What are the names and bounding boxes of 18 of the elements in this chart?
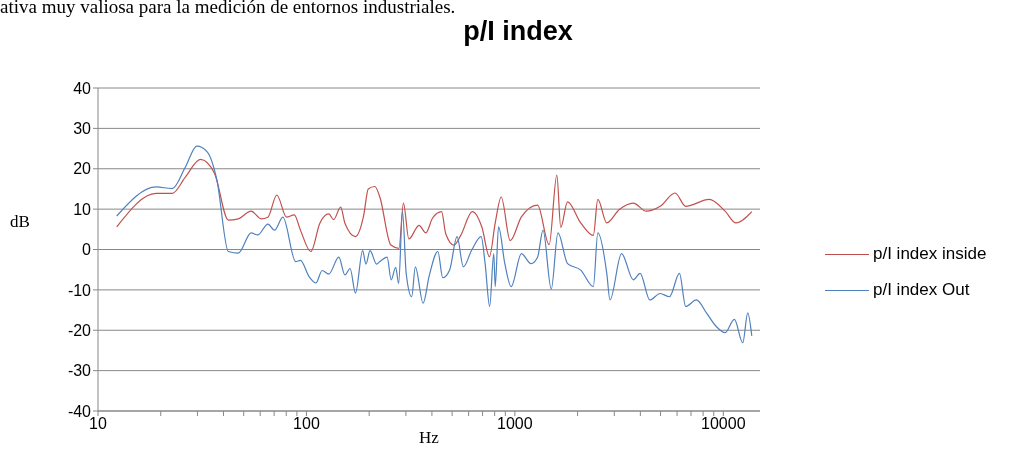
- x-tick-label: 1000: [497, 415, 533, 433]
- x-tick-label: 10000: [701, 415, 746, 433]
- legend-label: p/I index Out: [873, 280, 970, 300]
- y-tick-label: 10: [73, 200, 92, 218]
- legend-label: p/I index inside: [873, 244, 987, 264]
- x-tick-label: 100: [293, 415, 320, 433]
- y-tick-label: -10: [67, 281, 92, 299]
- y-tick-label: 30: [73, 120, 92, 138]
- y-tick-label: 20: [73, 160, 92, 178]
- x-tick-label: 10: [89, 415, 107, 433]
- y-tick-label: 0: [82, 241, 92, 259]
- y-tick-label: -20: [67, 321, 92, 339]
- text: ativa muy valiosa para la medición de entornos industriales.: [0, 0, 456, 18]
- y-tick-label: -30: [67, 362, 92, 380]
- chart-title: p/I index: [462, 16, 574, 47]
- x-axis-title: Hz: [419, 428, 439, 447]
- y-tick-label: 40: [73, 79, 92, 97]
- y-axis-title: dB: [10, 212, 30, 232]
